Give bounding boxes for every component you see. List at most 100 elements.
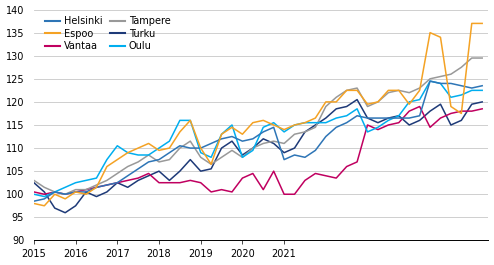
Turku bbox=[416, 119, 422, 122]
Turku bbox=[291, 147, 297, 150]
Vantaa bbox=[218, 188, 224, 191]
Turku bbox=[250, 147, 256, 150]
Oulu bbox=[250, 149, 256, 152]
Tampere bbox=[302, 130, 308, 134]
Vantaa bbox=[302, 179, 308, 182]
Helsinki bbox=[312, 149, 318, 152]
Vantaa bbox=[281, 193, 287, 196]
Turku bbox=[458, 119, 464, 122]
Turku bbox=[104, 190, 110, 193]
Tampere bbox=[62, 193, 68, 196]
Tampere bbox=[166, 158, 172, 161]
Espoo bbox=[271, 123, 277, 127]
Vantaa bbox=[240, 176, 246, 180]
Turku bbox=[93, 195, 99, 198]
Turku bbox=[166, 179, 172, 182]
Helsinki bbox=[479, 84, 485, 87]
Espoo bbox=[365, 103, 370, 106]
Tampere bbox=[396, 89, 402, 92]
Espoo bbox=[323, 100, 329, 104]
Vantaa bbox=[416, 105, 422, 108]
Vantaa bbox=[83, 188, 89, 191]
Helsinki bbox=[469, 86, 475, 90]
Vantaa bbox=[208, 190, 214, 193]
Turku bbox=[31, 181, 37, 184]
Tampere bbox=[125, 165, 131, 168]
Oulu bbox=[427, 80, 433, 83]
Turku bbox=[240, 153, 246, 157]
Oulu bbox=[62, 186, 68, 189]
Helsinki bbox=[365, 117, 370, 120]
Turku bbox=[260, 137, 266, 140]
Tampere bbox=[406, 91, 412, 94]
Oulu bbox=[354, 107, 360, 111]
Vantaa bbox=[458, 109, 464, 113]
Turku bbox=[385, 117, 391, 120]
Line: Vantaa: Vantaa bbox=[34, 107, 482, 194]
Espoo bbox=[240, 132, 246, 136]
Tampere bbox=[52, 190, 58, 193]
Tampere bbox=[271, 140, 277, 143]
Helsinki bbox=[198, 147, 204, 150]
Oulu bbox=[333, 117, 339, 120]
Helsinki bbox=[83, 190, 89, 193]
Vantaa bbox=[333, 176, 339, 180]
Vantaa bbox=[291, 193, 297, 196]
Oulu bbox=[166, 140, 172, 143]
Espoo bbox=[73, 190, 79, 193]
Vantaa bbox=[427, 126, 433, 129]
Vantaa bbox=[406, 109, 412, 113]
Espoo bbox=[427, 31, 433, 34]
Vantaa bbox=[93, 186, 99, 189]
Oulu bbox=[114, 144, 120, 147]
Espoo bbox=[93, 186, 99, 189]
Legend: Helsinki, Espoo, Vantaa, Tampere, Turku, Oulu: Helsinki, Espoo, Vantaa, Tampere, Turku,… bbox=[43, 14, 172, 53]
Helsinki bbox=[281, 158, 287, 161]
Oulu bbox=[396, 114, 402, 117]
Oulu bbox=[312, 121, 318, 124]
Helsinki bbox=[333, 126, 339, 129]
Vantaa bbox=[250, 172, 256, 175]
Helsinki bbox=[187, 147, 193, 150]
Espoo bbox=[396, 89, 402, 92]
Turku bbox=[187, 158, 193, 161]
Vantaa bbox=[375, 128, 381, 131]
Vantaa bbox=[198, 181, 204, 184]
Oulu bbox=[240, 156, 246, 159]
Vantaa bbox=[187, 179, 193, 182]
Espoo bbox=[177, 130, 183, 134]
Oulu bbox=[291, 123, 297, 127]
Helsinki bbox=[104, 183, 110, 187]
Turku bbox=[312, 123, 318, 127]
Vantaa bbox=[469, 109, 475, 113]
Vantaa bbox=[146, 172, 152, 175]
Vantaa bbox=[323, 174, 329, 177]
Espoo bbox=[458, 112, 464, 115]
Vantaa bbox=[312, 172, 318, 175]
Oulu bbox=[406, 100, 412, 104]
Vantaa bbox=[438, 117, 444, 120]
Vantaa bbox=[229, 190, 235, 193]
Espoo bbox=[354, 89, 360, 92]
Espoo bbox=[166, 147, 172, 150]
Helsinki bbox=[406, 117, 412, 120]
Helsinki bbox=[302, 156, 308, 159]
Turku bbox=[146, 174, 152, 177]
Vantaa bbox=[166, 181, 172, 184]
Tampere bbox=[260, 142, 266, 145]
Line: Turku: Turku bbox=[34, 100, 482, 213]
Turku bbox=[125, 186, 131, 189]
Tampere bbox=[135, 160, 141, 164]
Turku bbox=[406, 123, 412, 127]
Helsinki bbox=[323, 135, 329, 138]
Oulu bbox=[416, 98, 422, 101]
Oulu bbox=[73, 181, 79, 184]
Tampere bbox=[104, 179, 110, 182]
Tampere bbox=[250, 147, 256, 150]
Turku bbox=[135, 179, 141, 182]
Helsinki bbox=[62, 193, 68, 196]
Vantaa bbox=[365, 123, 370, 127]
Tampere bbox=[41, 186, 47, 189]
Helsinki bbox=[427, 80, 433, 83]
Tampere bbox=[187, 140, 193, 143]
